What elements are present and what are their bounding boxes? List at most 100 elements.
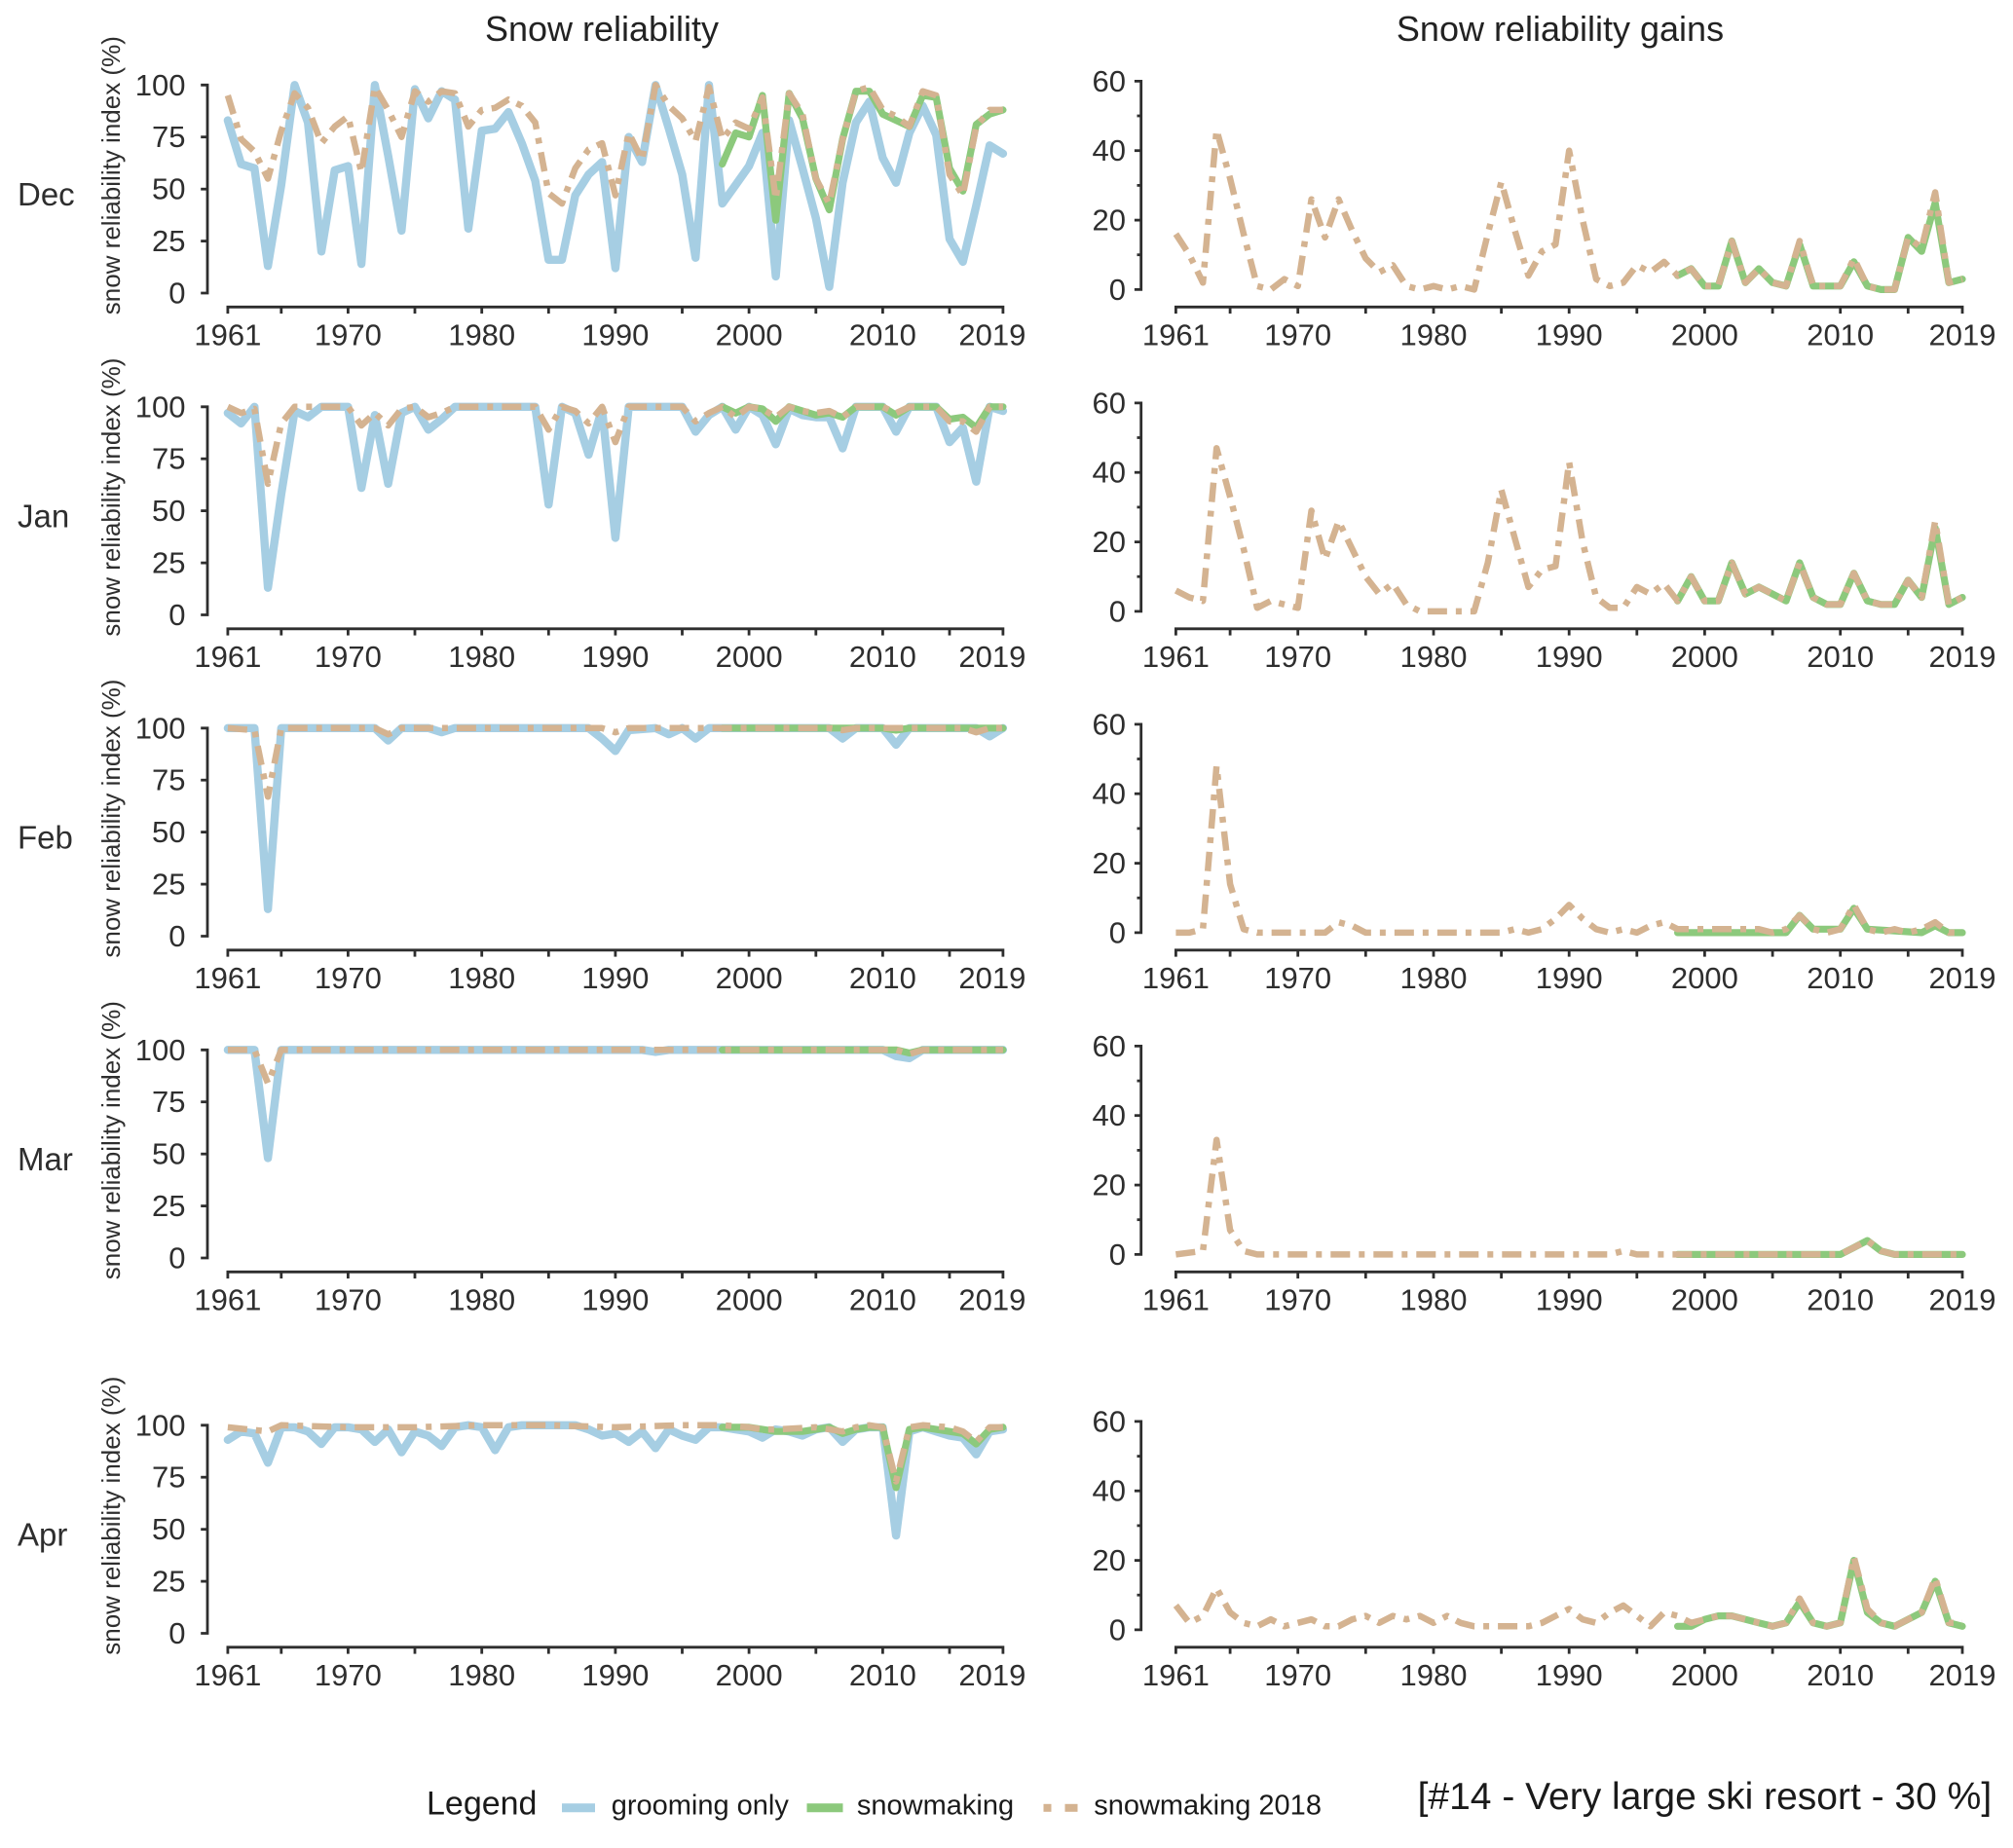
svg-text:25: 25 [152, 1189, 185, 1223]
svg-text:1970: 1970 [1264, 1282, 1331, 1316]
svg-text:1990: 1990 [1536, 317, 1603, 351]
svg-text:0: 0 [1109, 594, 1126, 628]
svg-text:2019: 2019 [1929, 1282, 1996, 1316]
svg-text:40: 40 [1093, 777, 1126, 811]
svg-text:2010: 2010 [849, 317, 916, 351]
svg-text:60: 60 [1093, 707, 1126, 741]
svg-text:1990: 1990 [1536, 640, 1603, 674]
svg-text:40: 40 [1093, 456, 1126, 490]
svg-text:1970: 1970 [315, 1658, 382, 1692]
svg-text:1961: 1961 [194, 317, 261, 351]
svg-text:60: 60 [1093, 386, 1126, 420]
svg-text:[#14 - Very large ski resort -: [#14 - Very large ski resort - 30 %] [1418, 1776, 1993, 1818]
svg-text:50: 50 [152, 1137, 185, 1171]
svg-text:2000: 2000 [716, 317, 783, 351]
svg-text:1990: 1990 [1536, 961, 1603, 995]
svg-text:0: 0 [1109, 1612, 1126, 1646]
svg-text:1980: 1980 [1400, 640, 1468, 674]
svg-text:0: 0 [168, 598, 185, 632]
svg-text:1990: 1990 [581, 317, 649, 351]
svg-text:1980: 1980 [448, 961, 515, 995]
svg-text:40: 40 [1093, 133, 1126, 167]
svg-text:50: 50 [152, 1512, 185, 1546]
svg-text:Jan: Jan [18, 499, 69, 535]
svg-text:25: 25 [152, 224, 185, 258]
svg-text:2019: 2019 [1929, 317, 1996, 351]
svg-text:40: 40 [1093, 1098, 1126, 1132]
svg-text:1961: 1961 [1142, 640, 1210, 674]
svg-text:1980: 1980 [1400, 1658, 1468, 1692]
svg-text:1961: 1961 [1142, 961, 1210, 995]
svg-text:60: 60 [1093, 1029, 1126, 1063]
svg-text:2019: 2019 [958, 1282, 1025, 1316]
svg-text:1990: 1990 [581, 1658, 649, 1692]
svg-text:1980: 1980 [448, 317, 515, 351]
svg-text:2000: 2000 [716, 1658, 783, 1692]
svg-text:100: 100 [135, 389, 186, 424]
svg-text:1990: 1990 [581, 961, 649, 995]
svg-text:Apr: Apr [18, 1517, 67, 1553]
svg-text:2000: 2000 [1671, 317, 1738, 351]
svg-text:1980: 1980 [1400, 317, 1468, 351]
svg-text:2000: 2000 [716, 640, 783, 674]
svg-text:1990: 1990 [581, 1282, 649, 1316]
svg-text:20: 20 [1093, 203, 1126, 238]
svg-text:1980: 1980 [448, 1282, 515, 1316]
svg-text:60: 60 [1093, 64, 1126, 98]
svg-text:2019: 2019 [958, 640, 1025, 674]
svg-text:0: 0 [168, 1616, 185, 1650]
svg-text:1990: 1990 [581, 640, 649, 674]
svg-text:1970: 1970 [315, 317, 382, 351]
svg-text:20: 20 [1093, 525, 1126, 559]
svg-text:1980: 1980 [1400, 1282, 1468, 1316]
svg-text:snow reliability index (%): snow reliability index (%) [96, 1377, 126, 1655]
svg-text:100: 100 [135, 1408, 186, 1442]
svg-text:2000: 2000 [1671, 640, 1738, 674]
svg-text:1961: 1961 [1142, 1658, 1210, 1692]
svg-text:Dec: Dec [18, 176, 75, 212]
svg-text:25: 25 [152, 546, 185, 580]
svg-text:40: 40 [1093, 1474, 1126, 1508]
svg-text:2010: 2010 [1807, 1282, 1874, 1316]
svg-text:2010: 2010 [1807, 1658, 1874, 1692]
svg-text:1961: 1961 [194, 961, 261, 995]
svg-text:2019: 2019 [958, 961, 1025, 995]
svg-text:1990: 1990 [1536, 1658, 1603, 1692]
svg-text:20: 20 [1093, 1168, 1126, 1202]
svg-text:1961: 1961 [1142, 1282, 1210, 1316]
svg-text:2010: 2010 [849, 1658, 916, 1692]
svg-text:75: 75 [152, 1085, 185, 1119]
svg-text:snow reliability index (%): snow reliability index (%) [96, 358, 126, 637]
svg-text:2019: 2019 [958, 317, 1025, 351]
svg-text:1970: 1970 [315, 961, 382, 995]
svg-text:1980: 1980 [448, 1658, 515, 1692]
svg-text:snowmaking 2018: snowmaking 2018 [1094, 1791, 1322, 1822]
svg-text:2000: 2000 [1671, 1282, 1738, 1316]
svg-text:2000: 2000 [716, 961, 783, 995]
svg-text:75: 75 [152, 120, 185, 154]
svg-text:snow reliability index (%): snow reliability index (%) [96, 680, 126, 958]
svg-text:100: 100 [135, 711, 186, 745]
svg-text:1970: 1970 [315, 1282, 382, 1316]
svg-text:100: 100 [135, 68, 186, 102]
svg-text:0: 0 [1109, 1238, 1126, 1272]
svg-text:2019: 2019 [1929, 1658, 1996, 1692]
svg-text:60: 60 [1093, 1404, 1126, 1438]
svg-text:50: 50 [152, 815, 185, 849]
svg-text:1961: 1961 [194, 1282, 261, 1316]
svg-text:0: 0 [168, 277, 185, 311]
svg-text:25: 25 [152, 868, 185, 902]
svg-text:20: 20 [1093, 1543, 1126, 1577]
svg-text:25: 25 [152, 1565, 185, 1599]
svg-text:0: 0 [1109, 273, 1126, 307]
svg-text:2010: 2010 [849, 640, 916, 674]
svg-text:snowmaking: snowmaking [857, 1791, 1014, 1822]
svg-text:75: 75 [152, 442, 185, 476]
svg-text:2019: 2019 [1929, 640, 1996, 674]
svg-text:1961: 1961 [194, 640, 261, 674]
svg-text:1980: 1980 [448, 640, 515, 674]
svg-text:1990: 1990 [1536, 1282, 1603, 1316]
svg-text:50: 50 [152, 172, 185, 206]
svg-text:1970: 1970 [315, 640, 382, 674]
svg-text:2010: 2010 [1807, 640, 1874, 674]
